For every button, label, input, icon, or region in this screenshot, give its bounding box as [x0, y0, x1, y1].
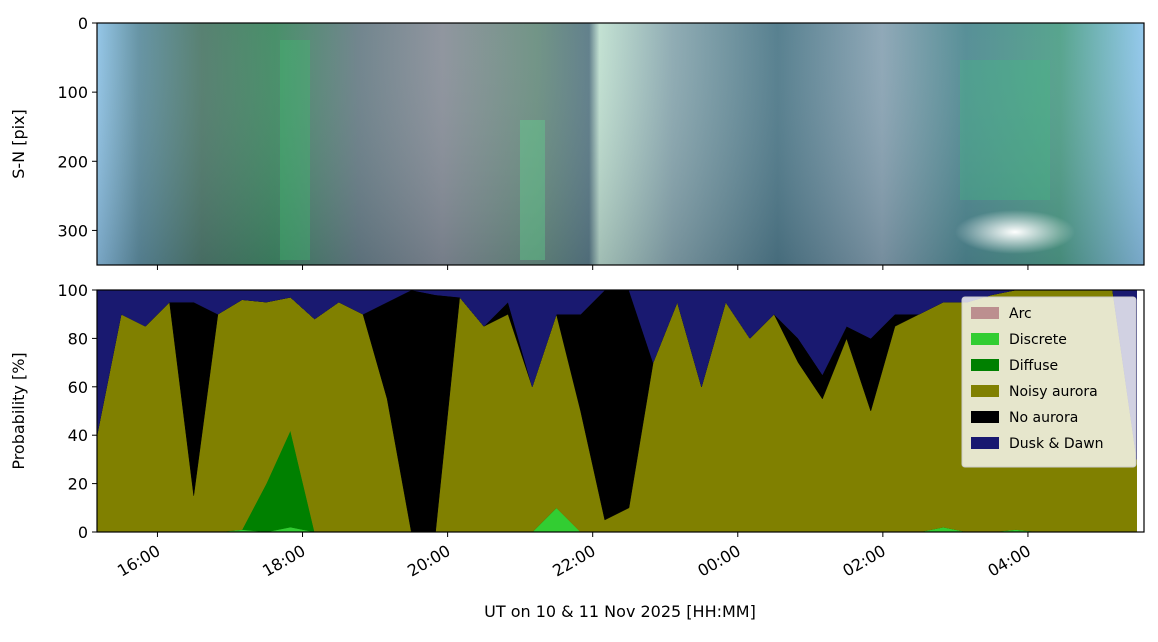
x-tick-label: 22:00	[549, 541, 598, 581]
y-tick-label: 100	[57, 281, 88, 300]
legend-swatch	[971, 333, 999, 345]
x-tick-label: 18:00	[259, 541, 308, 581]
legend-label: No aurora	[1009, 410, 1078, 426]
x-tick-label: 02:00	[839, 541, 888, 581]
axes-frame	[96, 289, 1145, 533]
legend-swatch	[971, 385, 999, 397]
legend-label: Discrete	[1009, 332, 1067, 348]
legend-label: Noisy aurora	[1009, 384, 1098, 400]
y-tick-label: 0	[78, 523, 88, 542]
y-axis-label: Probability [%]	[9, 352, 28, 469]
y-tick-label: 40	[68, 426, 88, 445]
y-tick-label: 20	[68, 475, 88, 494]
legend-box	[961, 296, 1137, 468]
y-tick-label: 80	[68, 329, 88, 348]
x-tick-label: 04:00	[985, 541, 1034, 581]
x-tick-label: 00:00	[694, 541, 743, 581]
y-tick-label: 300	[57, 221, 88, 240]
legend-swatch	[971, 307, 999, 319]
y-tick-label: 100	[57, 83, 88, 102]
legend-swatch	[971, 437, 999, 449]
axes-frame	[96, 22, 1145, 266]
legend-label: Dusk & Dawn	[1009, 436, 1104, 452]
y-tick-label: 200	[57, 152, 88, 171]
x-axis-label: UT on 10 & 11 Nov 2025 [HH:MM]	[484, 602, 756, 621]
legend-swatch	[971, 359, 999, 371]
x-tick-label: 16:00	[114, 541, 163, 581]
legend-swatch	[971, 411, 999, 423]
legend-label: Diffuse	[1009, 358, 1058, 374]
x-tick-label: 20:00	[404, 541, 453, 581]
keogram-image	[97, 23, 1144, 265]
y-tick-label: 60	[68, 378, 88, 397]
legend: Arc Discrete Diffuse Noisy aurora No aurora D…	[961, 296, 1137, 468]
y-axis-label: S-N [pix]	[9, 109, 28, 179]
y-tick-label: 0	[78, 14, 88, 33]
legend-label: Arc	[1009, 306, 1032, 322]
